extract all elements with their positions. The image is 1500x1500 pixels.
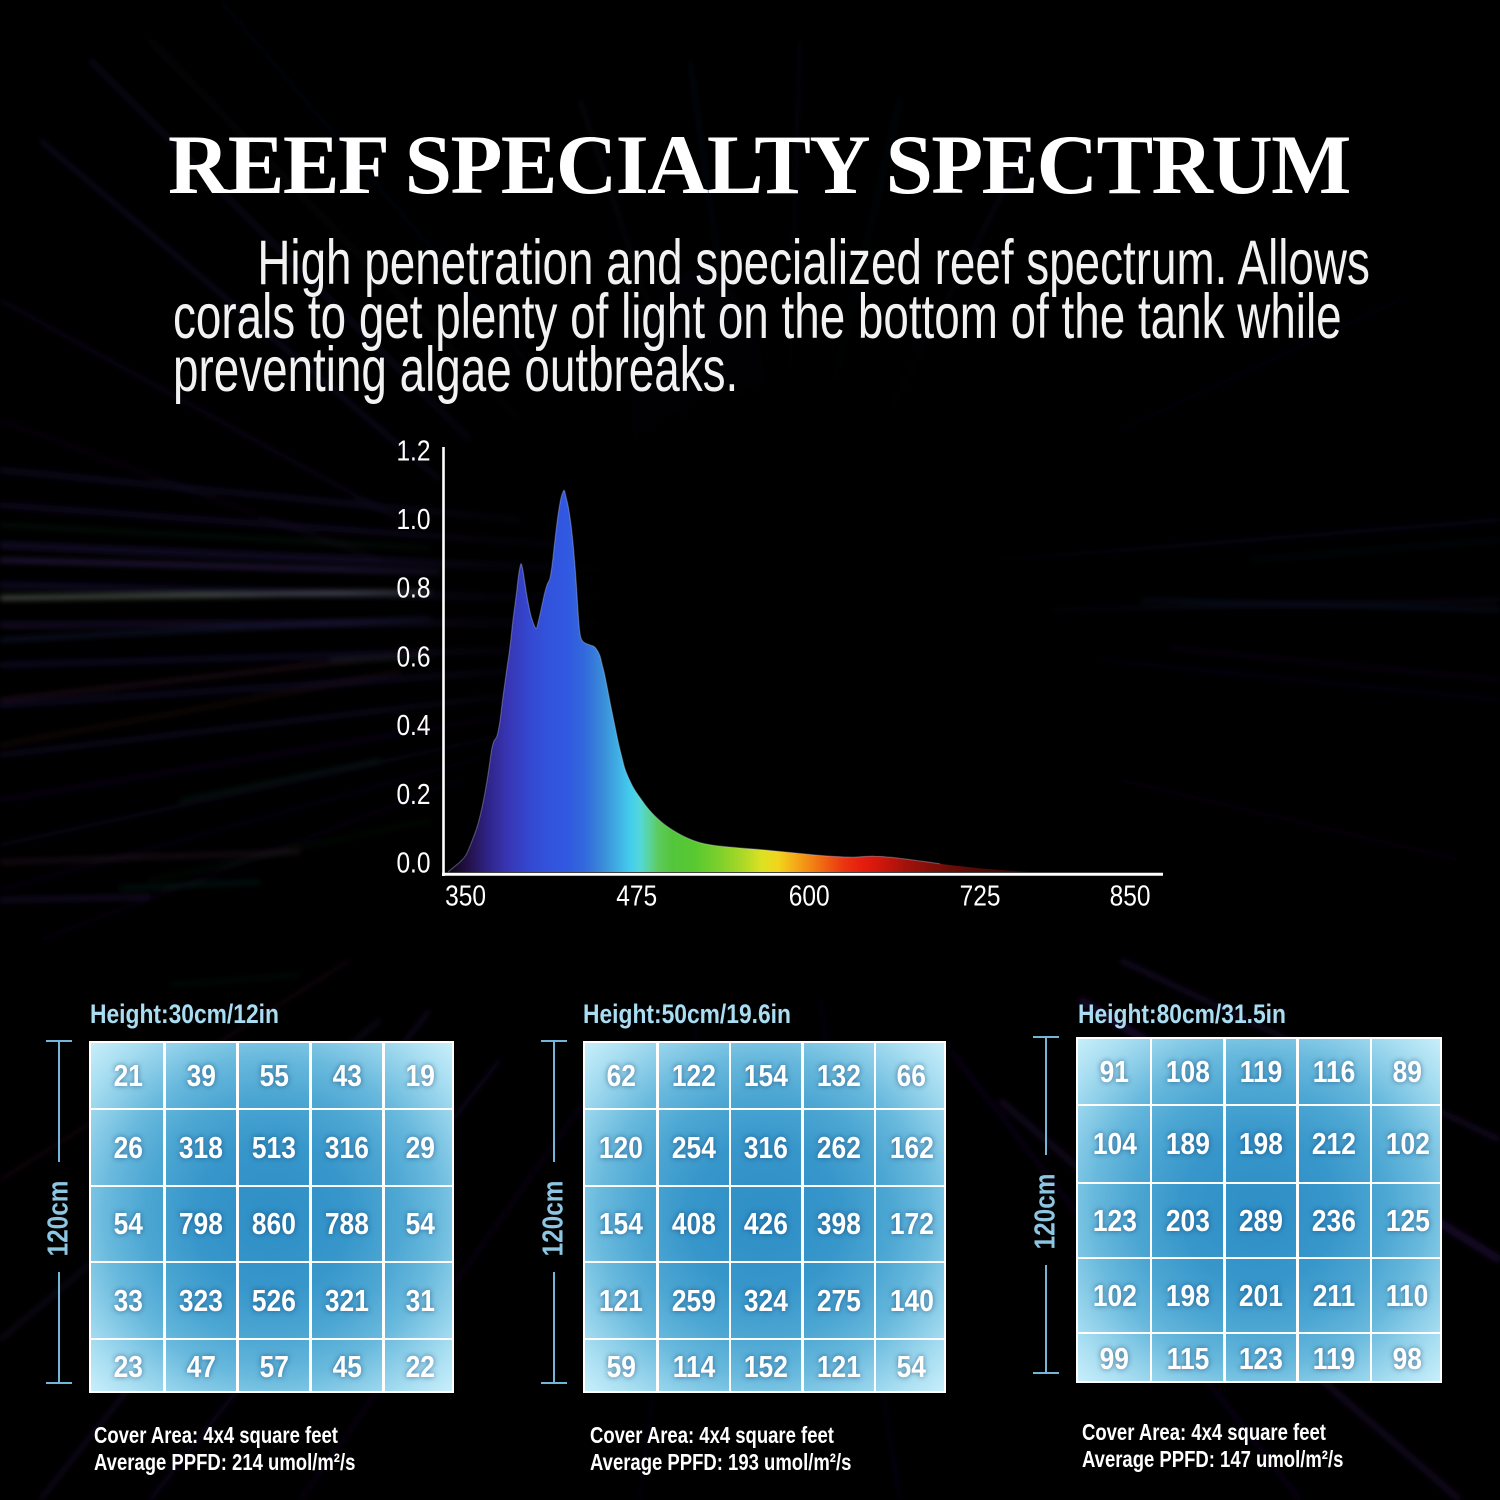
svg-text:0.0: 0.0 xyxy=(396,847,430,879)
svg-text:350: 350 xyxy=(445,880,486,912)
svg-text:0.4: 0.4 xyxy=(396,709,430,741)
svg-text:725: 725 xyxy=(960,880,1001,912)
svg-text:600: 600 xyxy=(789,880,830,912)
svg-text:0.6: 0.6 xyxy=(396,641,430,673)
svg-text:0.8: 0.8 xyxy=(396,572,430,604)
svg-text:0.2: 0.2 xyxy=(396,778,430,810)
svg-text:1.0: 1.0 xyxy=(396,503,430,535)
svg-text:475: 475 xyxy=(616,880,657,912)
svg-text:850: 850 xyxy=(1110,880,1151,912)
svg-text:1.2: 1.2 xyxy=(396,435,430,467)
